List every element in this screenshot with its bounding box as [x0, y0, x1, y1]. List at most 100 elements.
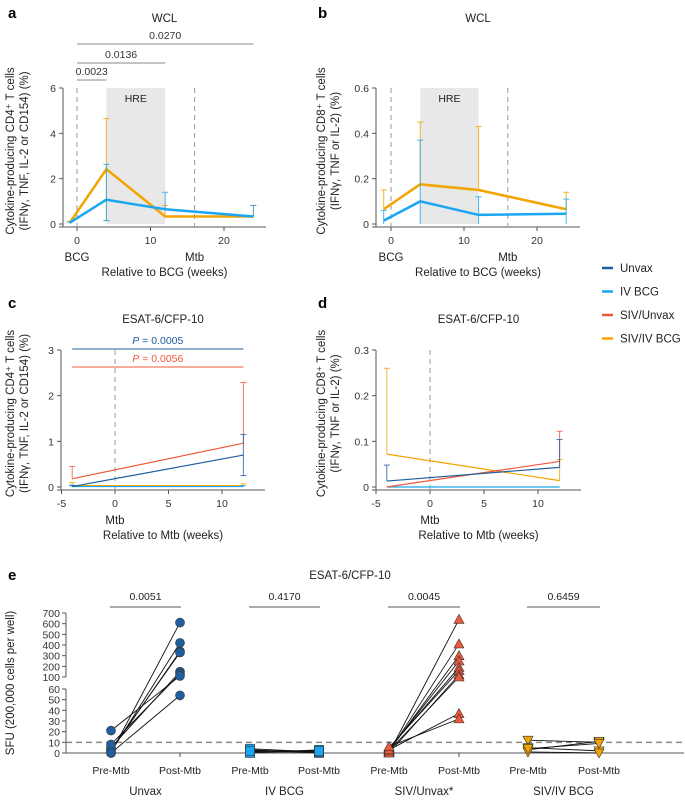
timepoint-label: Pre-Mtb	[92, 765, 130, 777]
p-value: 0.0270	[149, 30, 181, 42]
group-siv-unvax-	[383, 606, 465, 758]
y-tick-label: 3	[48, 345, 54, 357]
y-tick-label: 600	[42, 619, 60, 631]
series-line-siv-iv-bcg	[68, 167, 254, 224]
marker-label: BCG	[65, 252, 90, 264]
p-value: = 0.0056	[139, 353, 183, 365]
p-value-label: P = 0.0005	[132, 335, 183, 347]
shaded-region-label: HRE	[125, 93, 147, 105]
p-value-label: 0.0045	[408, 591, 440, 603]
data-point	[314, 746, 324, 756]
y-tick-label: 2	[48, 391, 54, 403]
y-tick-label: 4	[50, 128, 56, 140]
paired-line	[388, 619, 460, 754]
y-tick-label: 60	[48, 684, 60, 696]
x-tick-label: 5	[166, 498, 172, 510]
panel-letter-b: b	[318, 5, 327, 22]
y-tick-label: 300	[42, 651, 60, 663]
y-tick-label: 0.2	[354, 391, 369, 403]
marker-label: BCG	[379, 252, 404, 264]
paired-line	[527, 742, 600, 750]
panel-c: P = 0.0005 P = 0.0056	[57, 335, 265, 494]
y-axis-label: (IFNγ, TNF or IL-2) (%)	[330, 354, 342, 472]
p-value-label: 0.4170	[268, 591, 300, 603]
y-tick-label: 0	[48, 482, 54, 494]
y-tick-label: 10	[48, 737, 60, 749]
timepoint-label: Post-Mtb	[159, 765, 201, 777]
p-value-label: P = 0.0056	[132, 353, 183, 365]
y-tick-label: 0.1	[354, 436, 369, 448]
x-tick-label: 0	[74, 235, 80, 247]
marker-label: Mtb	[498, 252, 517, 264]
data-point	[453, 671, 465, 682]
paired-line	[388, 676, 460, 752]
panel-a: 0.0023 0.0136 0.0270	[59, 30, 266, 231]
data-point	[522, 735, 534, 746]
x-tick-label: 0	[388, 235, 394, 247]
paired-line	[388, 643, 460, 753]
y-tick-label: 0.2	[354, 174, 369, 186]
legend-label: Unvax	[620, 263, 653, 275]
y-tick-label: 40	[48, 705, 60, 717]
y-tick-label: 0	[363, 482, 369, 494]
legend-label: IV BCG	[620, 287, 659, 299]
paired-line	[110, 675, 181, 731]
data-point	[175, 647, 185, 658]
paired-line	[527, 739, 600, 743]
y-tick-label: 0	[54, 748, 60, 760]
data-point	[175, 671, 185, 681]
data-point	[453, 638, 465, 649]
group-unvax	[106, 606, 185, 758]
hre-shaded-region	[420, 88, 479, 224]
series-line-siv-iv-bcg	[382, 183, 567, 211]
series-line-iv-bcg	[68, 198, 254, 224]
y-tick-label: 0.4	[354, 128, 369, 140]
series-line-iv-bcg	[383, 200, 567, 222]
group-label: Unvax	[129, 786, 162, 798]
y-tick-label: 700	[42, 608, 60, 620]
data-point	[175, 638, 185, 648]
x-tick-label: 10	[458, 235, 470, 247]
data-point	[175, 617, 185, 628]
group-label: IV BCG	[265, 786, 304, 798]
marker-label: Mtb	[420, 515, 439, 527]
timepoint-label: Pre-Mtb	[370, 765, 408, 777]
y-tick-label: 500	[42, 629, 60, 641]
data-point	[383, 740, 395, 751]
paired-line	[249, 748, 320, 753]
y-axis-label: (IFNγ, TNF, IL-2 or CD154) (%)	[19, 71, 31, 230]
panel-e	[62, 606, 684, 759]
x-tick-label: 0	[427, 498, 433, 510]
panel-b	[372, 87, 580, 231]
x-axis-label: Relative to BCG (weeks)	[415, 267, 541, 279]
y-tick-label: 2	[50, 174, 56, 186]
series-line-siv-unvax	[72, 442, 244, 480]
x-axis-label: Relative to BCG (weeks)	[102, 267, 228, 279]
y-tick-label: 400	[42, 640, 60, 652]
group-label: SIV/Unvax*	[395, 786, 454, 798]
paired-line	[527, 740, 600, 751]
data-point	[106, 725, 116, 736]
panel-letter-d: d	[318, 295, 327, 312]
y-axis-label: SFU (200,000 cells per well)	[5, 611, 17, 756]
y-tick-label: 200	[42, 661, 60, 673]
p-value-label: 0.6459	[547, 591, 579, 603]
paired-line	[110, 695, 181, 754]
data-point	[106, 739, 116, 750]
paired-line	[388, 670, 460, 748]
x-axis-label: Relative to Mtb (weeks)	[418, 530, 538, 542]
panel-letter-c: c	[8, 295, 16, 312]
y-axis-label: Cytokine-producing CD8⁺ T cells	[316, 67, 328, 235]
chart-title: ESAT-6/CFP-10	[122, 314, 204, 326]
y-tick-label: 6	[50, 83, 56, 95]
y-tick-label: 0	[363, 219, 369, 231]
data-point	[245, 746, 255, 756]
chart-title: WCL	[465, 13, 491, 25]
group-iv-bcg	[245, 606, 324, 758]
panel-letter-a: a	[8, 5, 17, 22]
y-tick-label: 1	[48, 436, 54, 448]
x-tick-label: 10	[216, 498, 228, 510]
paired-line	[110, 622, 181, 754]
y-axis-label: Cytokine-producing CD4⁺ T cells	[5, 67, 17, 235]
